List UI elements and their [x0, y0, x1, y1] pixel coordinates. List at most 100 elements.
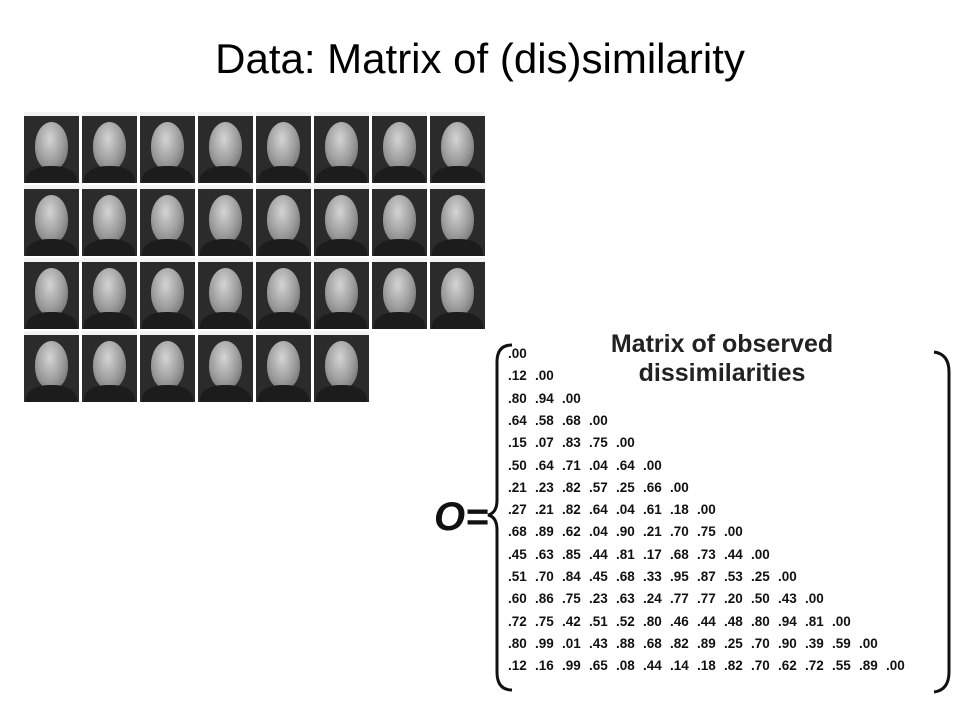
matrix-cell: .75 [589, 435, 608, 451]
matrix-cell: .44 [697, 613, 716, 629]
matrix-cell: .61 [643, 502, 662, 518]
matrix-cell: .64 [616, 457, 635, 473]
matrix-cell: .90 [616, 524, 635, 540]
matrix-row: .45 .63 .85 .44 .81 .17 .68 .73 .44 .00 [508, 547, 778, 565]
matrix-cell: .18 [697, 658, 716, 674]
matrix-cell: .00 [508, 346, 527, 361]
matrix-cell: .20 [724, 591, 743, 607]
matrix-cell: .12 [508, 368, 527, 384]
matrix-cell: .90 [778, 635, 797, 651]
matrix-cell: .04 [616, 502, 635, 518]
matrix-cell: .89 [859, 658, 878, 674]
matrix-cell: .63 [535, 546, 554, 562]
face-photo [314, 331, 369, 402]
matrix-cell: .65 [589, 658, 608, 674]
matrix-cell: .80 [508, 635, 527, 651]
matrix-symbol-label: O= [434, 495, 489, 539]
matrix-row: .27 .21 .82 .64 .04 .61 .18 .00 [508, 502, 724, 520]
matrix-row: .72 .75 .42 .51 .52 .80 .46 .44 .48 .80 .94 .81 .00 [508, 614, 859, 632]
matrix-cell: .00 [535, 368, 554, 384]
face-photo [430, 112, 485, 183]
matrix-cell: .46 [670, 613, 689, 629]
matrix-cell: .21 [643, 524, 662, 540]
matrix-cell: .53 [724, 569, 743, 584]
matrix-cell: .80 [643, 613, 662, 629]
matrix-cell: .33 [643, 569, 662, 584]
matrix-cell: .72 [508, 613, 527, 629]
matrix-cell: .66 [643, 479, 662, 495]
face-photo [256, 331, 311, 402]
matrix-row: .21 .23 .82 .57 .25 .66 .00 [508, 480, 697, 498]
matrix-row: .51 .70 .84 .45 .68 .33 .95 .87 .53 .25 .00 [508, 569, 805, 587]
matrix-cell: .00 [886, 658, 905, 674]
face-photo [372, 112, 427, 183]
matrix-cell: .70 [535, 569, 554, 584]
matrix-cell: .21 [535, 502, 554, 518]
matrix-cell: .70 [670, 524, 689, 540]
matrix-cell: .51 [508, 569, 527, 584]
matrix-cell: .39 [805, 635, 824, 651]
matrix-cell: .68 [508, 524, 527, 540]
matrix-cell: .23 [589, 591, 608, 607]
matrix-cell: .44 [643, 658, 662, 674]
face-photo [256, 258, 311, 329]
matrix-cell: .87 [697, 569, 716, 584]
matrix-cell: .83 [562, 435, 581, 451]
face-photo [198, 185, 253, 256]
matrix-cell: .24 [643, 591, 662, 607]
matrix-cell: .68 [562, 412, 581, 428]
matrix-cell: .01 [562, 635, 581, 651]
matrix-cell: .00 [562, 390, 581, 406]
matrix-cell: .25 [724, 635, 743, 651]
matrix-cell: .70 [751, 658, 770, 674]
matrix-cell: .00 [670, 479, 689, 495]
matrix-cell: .68 [616, 569, 635, 584]
matrix-cell: .62 [562, 524, 581, 540]
face-photo [430, 258, 485, 329]
face-photo [82, 331, 137, 402]
matrix-cell: .68 [670, 546, 689, 562]
matrix-cell: .07 [535, 435, 554, 451]
matrix-cell: .84 [562, 569, 581, 584]
matrix-title-line2: dissimilarities [638, 359, 806, 387]
matrix-title: Matrix of observed dissimilarities [552, 330, 892, 388]
matrix-cell: .50 [751, 591, 770, 607]
matrix-cell: .80 [508, 390, 527, 406]
matrix-cell: .88 [616, 635, 635, 651]
matrix-cell: .77 [670, 591, 689, 607]
face-photo [256, 185, 311, 256]
face-photo [198, 258, 253, 329]
matrix-cell: .81 [805, 613, 824, 629]
matrix-cell: .95 [670, 569, 689, 584]
matrix-cell: .00 [751, 546, 770, 562]
matrix-cell: .18 [670, 502, 689, 518]
matrix-cell: .62 [778, 658, 797, 674]
face-photo [24, 258, 79, 329]
matrix-cell: .94 [778, 613, 797, 629]
matrix-cell: .15 [508, 435, 527, 451]
matrix-cell: .42 [562, 613, 581, 629]
matrix-cell: .73 [697, 546, 716, 562]
matrix-cell: .80 [751, 613, 770, 629]
matrix-cell: .08 [616, 658, 635, 674]
matrix-cell: .82 [562, 502, 581, 518]
face-photo [24, 331, 79, 402]
matrix-cell: .89 [697, 635, 716, 651]
matrix-cell: .23 [535, 479, 554, 495]
matrix-cell: .60 [508, 591, 527, 607]
matrix-cell: .12 [508, 658, 527, 674]
face-photo [24, 185, 79, 256]
matrix-cell: .51 [589, 613, 608, 629]
matrix-row: .12 .16 .99 .65 .08 .44 .14 .18 .82 .70 .62 .72 .55.… [508, 658, 913, 676]
matrix-cell: .64 [589, 502, 608, 518]
matrix-cell: .16 [535, 658, 554, 674]
matrix-cell: .17 [643, 546, 662, 562]
matrix-cell: .52 [616, 613, 635, 629]
matrix-cell: .00 [616, 435, 635, 451]
face-photo [314, 112, 369, 183]
matrix-row: .50 .64 .71 .04 .64 .00 [508, 458, 670, 476]
matrix-cell: .82 [670, 635, 689, 651]
matrix-cell: .00 [697, 502, 716, 518]
face-photo [314, 185, 369, 256]
matrix-row: .00 [508, 346, 535, 364]
